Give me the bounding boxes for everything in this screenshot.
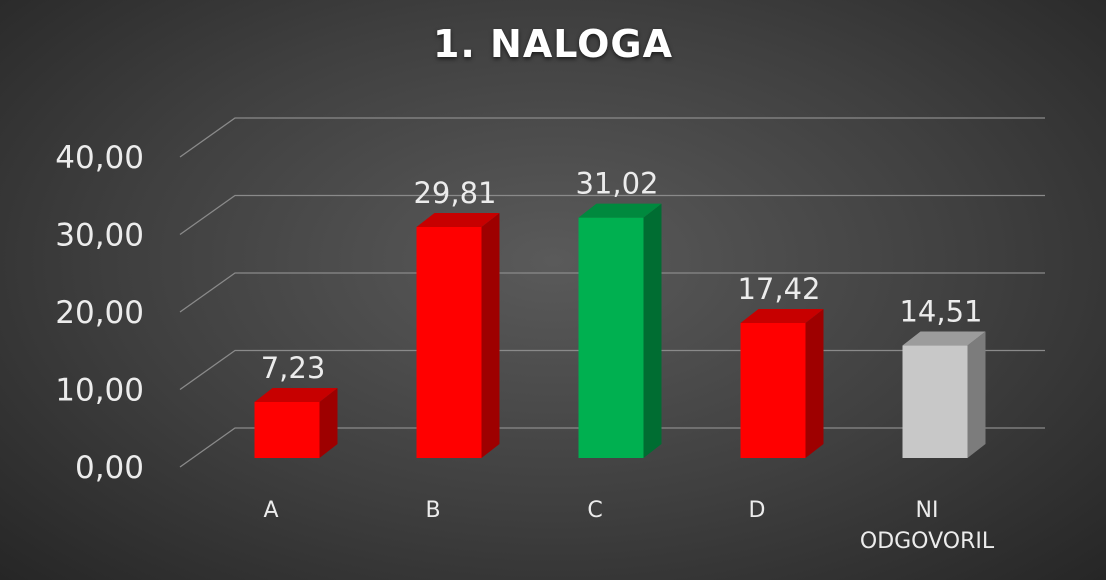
data-label: 31,02 <box>575 167 658 201</box>
y-tick-label: 10,00 <box>55 373 144 409</box>
bar <box>254 401 320 458</box>
bar <box>902 345 968 458</box>
bar-top <box>740 308 824 323</box>
bar-side <box>319 387 338 458</box>
bar-top <box>902 331 986 346</box>
bar-top <box>578 203 662 218</box>
x-tick-label: NI <box>916 498 939 523</box>
x-tick-label: C <box>587 498 602 523</box>
bar-top <box>416 212 500 227</box>
y-tick-label: 30,00 <box>55 218 144 254</box>
y-tick-label: 20,00 <box>55 295 144 331</box>
gridline <box>179 117 1045 158</box>
data-label: 17,42 <box>737 272 820 306</box>
chart-title: 1. NALOGA <box>432 22 674 66</box>
data-label: 29,81 <box>413 176 496 210</box>
gridline <box>179 194 1045 236</box>
bar <box>740 322 806 458</box>
data-label: 7,23 <box>261 351 326 385</box>
x-tick-label: D <box>749 498 766 523</box>
bar-side <box>805 308 824 458</box>
bar <box>416 226 482 458</box>
bar <box>578 217 644 458</box>
x-tick-label: A <box>263 498 278 523</box>
x-tick-label: B <box>425 498 440 523</box>
y-tick-label: 40,00 <box>55 140 144 176</box>
bar-side <box>643 203 662 458</box>
data-label: 14,51 <box>899 295 982 329</box>
bar-side <box>967 331 986 458</box>
y-tick-label: 0,00 <box>75 450 144 486</box>
bar-side <box>481 212 500 458</box>
gridline <box>179 272 1045 313</box>
x-tick-label: ODGOVORIL <box>860 529 995 554</box>
bar-top <box>254 387 338 402</box>
